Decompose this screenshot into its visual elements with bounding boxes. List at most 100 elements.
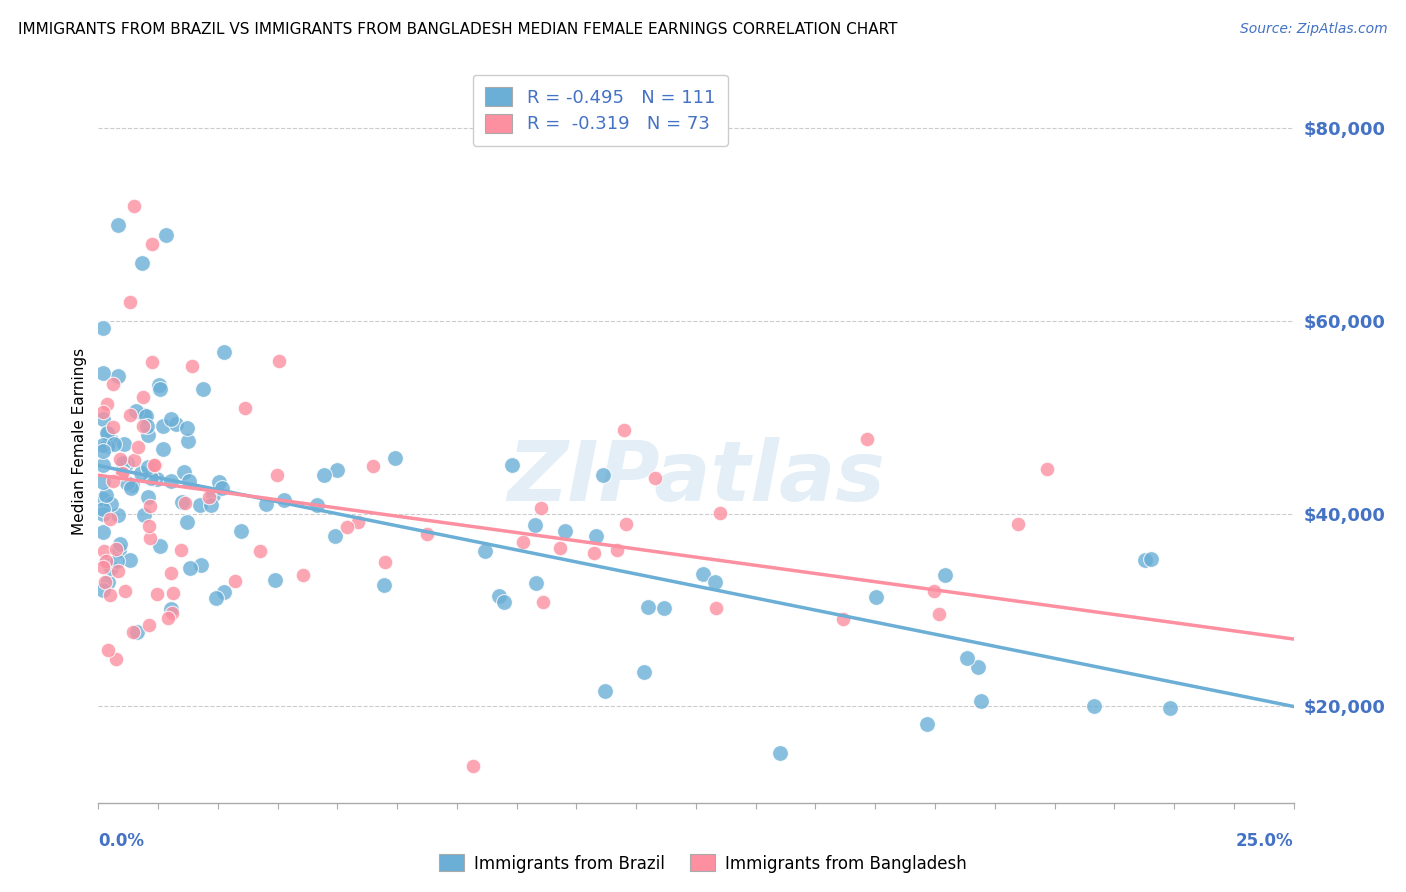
Text: 0.0%: 0.0% — [98, 831, 145, 850]
Point — [139, 471, 162, 485]
Point — [606, 543, 628, 558]
Point — [131, 256, 153, 270]
Text: Source: ZipAtlas.com: Source: ZipAtlas.com — [1240, 22, 1388, 37]
Point — [91, 582, 114, 597]
Point — [703, 575, 725, 590]
Point — [139, 531, 162, 545]
Point — [97, 643, 120, 657]
Point — [136, 491, 159, 505]
Point — [103, 419, 125, 434]
Point — [105, 554, 128, 568]
Point — [314, 468, 336, 483]
Point — [201, 488, 224, 502]
Point — [152, 419, 174, 434]
Point — [93, 443, 115, 458]
Point — [200, 498, 222, 512]
Point — [361, 458, 384, 473]
Point — [384, 450, 406, 465]
Point — [554, 524, 576, 539]
Point — [159, 566, 181, 580]
Point — [121, 478, 143, 492]
Point — [1083, 698, 1105, 713]
Point — [91, 458, 114, 472]
Point — [104, 542, 127, 557]
Point — [120, 481, 142, 495]
Point — [135, 409, 157, 423]
Point — [181, 359, 204, 373]
Point — [336, 519, 359, 533]
Point — [179, 474, 201, 488]
Point — [91, 320, 114, 334]
Point — [582, 546, 605, 560]
Point — [96, 439, 118, 453]
Point — [613, 423, 636, 437]
Point — [132, 508, 155, 522]
Point — [118, 553, 141, 567]
Point — [132, 419, 155, 434]
Point — [91, 524, 114, 539]
Point — [170, 542, 193, 557]
Point — [143, 458, 166, 473]
Point — [856, 432, 879, 446]
Point — [323, 529, 346, 543]
Point — [112, 456, 135, 470]
Point — [614, 516, 637, 531]
Point — [118, 408, 141, 422]
Point — [1007, 516, 1029, 531]
Point — [233, 401, 256, 416]
Point — [141, 355, 163, 369]
Text: 25.0%: 25.0% — [1236, 831, 1294, 850]
Point — [461, 759, 484, 773]
Point — [593, 684, 616, 698]
Point — [922, 584, 945, 599]
Point — [956, 650, 979, 665]
Point — [160, 606, 183, 620]
Legend: R = -0.495   N = 111, R =  -0.319   N = 73: R = -0.495 N = 111, R = -0.319 N = 73 — [472, 75, 728, 146]
Point — [107, 508, 129, 522]
Point — [585, 529, 607, 543]
Point — [138, 617, 160, 632]
Point — [1140, 552, 1163, 566]
Point — [91, 405, 114, 419]
Y-axis label: Median Female Earnings: Median Female Earnings — [72, 348, 87, 535]
Point — [111, 466, 134, 480]
Point — [212, 584, 235, 599]
Point — [125, 404, 148, 418]
Point — [96, 397, 118, 411]
Point — [769, 746, 792, 760]
Point — [111, 467, 134, 481]
Point — [374, 555, 396, 569]
Point — [101, 377, 124, 392]
Point — [934, 567, 956, 582]
Point — [249, 543, 271, 558]
Point — [152, 442, 174, 456]
Point — [179, 561, 201, 575]
Point — [347, 515, 370, 529]
Point — [138, 519, 160, 533]
Point — [134, 408, 156, 422]
Point — [148, 378, 170, 392]
Point — [131, 390, 153, 404]
Point — [292, 568, 315, 582]
Point — [928, 607, 950, 621]
Point — [654, 601, 676, 615]
Point — [190, 558, 212, 572]
Point — [129, 466, 152, 480]
Point — [157, 611, 180, 625]
Point — [100, 498, 122, 512]
Point — [1036, 462, 1059, 476]
Point — [191, 382, 214, 396]
Point — [98, 588, 121, 602]
Point — [107, 369, 129, 384]
Point — [208, 475, 231, 489]
Point — [637, 599, 659, 614]
Point — [94, 554, 117, 568]
Point — [644, 471, 666, 485]
Point — [127, 624, 149, 639]
Point — [224, 574, 246, 588]
Point — [135, 419, 157, 434]
Point — [633, 665, 655, 679]
Point — [548, 541, 571, 556]
Point — [915, 717, 938, 731]
Point — [149, 383, 172, 397]
